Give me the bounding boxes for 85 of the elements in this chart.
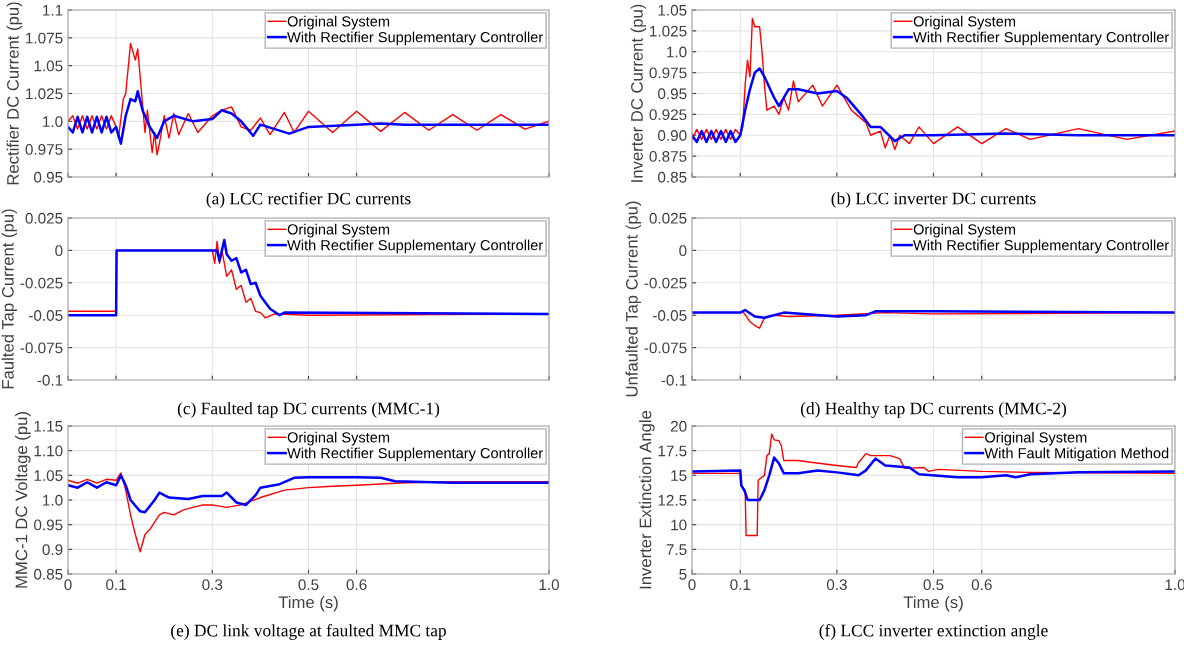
y-tick-label: 1.075	[26, 32, 63, 44]
y-tick-label: 12.5	[658, 494, 687, 506]
y-tick-label: 1.025	[650, 25, 687, 37]
x-tick-label: 0.3	[202, 579, 223, 591]
y-tick-label: 0.975	[25, 144, 63, 155]
y-tick-label: 5	[679, 569, 687, 580]
y-tick-label: 1.1	[43, 5, 63, 16]
y-tick-label: 1.05	[34, 470, 63, 482]
legend-label: Original System	[913, 223, 1016, 238]
y-tick-label: 0.925	[649, 109, 687, 121]
y-tick-label: 17.5	[658, 445, 687, 457]
x-tick-label: 0.5	[298, 579, 319, 591]
legend-label: Original System	[287, 223, 390, 238]
x-tick-label: 0.3	[826, 579, 847, 591]
y-tick-label: -0.05	[653, 310, 687, 321]
y-tick-label: 0.85	[34, 568, 63, 580]
line-series	[692, 17, 1175, 151]
text: (c) Faulted tap DC currents (MMC-1)	[177, 402, 440, 418]
x-tick-label: 0	[688, 579, 696, 591]
y-tick-label: -0.1	[661, 374, 687, 386]
y-tick-label: -0.05	[29, 310, 63, 321]
x-axis-title: Time (s)	[278, 595, 338, 612]
y-tick-label: 0	[55, 245, 63, 257]
line-series	[68, 90, 549, 145]
y-tick-label: 7.5	[666, 544, 687, 556]
x-tick-label: 0.5	[923, 579, 944, 591]
line-series	[68, 474, 549, 514]
y-tick-label: 20	[670, 420, 687, 432]
text: (f) LCC inverter extinction angle	[819, 624, 1048, 640]
x-tick-label: 0	[64, 579, 72, 591]
line-series	[692, 433, 1175, 537]
line-series	[692, 308, 1175, 320]
x-tick-label: 0.6	[971, 579, 992, 591]
y-tick-label: 0.95	[34, 171, 63, 183]
y-tick-label: 1.0	[43, 116, 63, 128]
text: (a) LCC rectifier DC currents	[206, 192, 411, 208]
y-tick-label: 1.025	[26, 88, 63, 100]
y-axis-title: Faulted Tap Current (pu)	[1, 209, 18, 389]
y-tick-label: 1.15	[34, 421, 63, 432]
y-tick-label: 0.025	[649, 212, 687, 224]
y-tick-label: 1.05	[658, 4, 687, 16]
y-tick-label: 0.95	[658, 88, 687, 100]
y-tick-label: 1.05	[34, 60, 63, 72]
y-tick-label: 1.10	[34, 445, 63, 457]
y-axis-title: Unfaulted Tap Current (pu)	[625, 201, 642, 397]
y-tick-label: 0.85	[658, 171, 687, 183]
y-tick-label: -0.075	[20, 342, 63, 354]
text: (d) Healthy tap DC currents (MMC-2)	[800, 402, 1067, 418]
legend-label: With Rectifier Supplementary Controller	[913, 31, 1169, 46]
line-series	[692, 67, 1175, 144]
y-tick-label: 15	[671, 470, 687, 482]
x-tick-label: 0.1	[730, 579, 751, 591]
y-tick-label: -0.025	[20, 277, 63, 289]
x-axis-title: Time (s)	[903, 595, 963, 612]
y-tick-label: 0.875	[649, 150, 687, 162]
y-axis-title: Rectifier DC Current (pu)	[6, 2, 23, 185]
legend-label: Original System	[287, 15, 390, 30]
text: (e) DC link voltage at faulted MMC tap	[171, 624, 446, 640]
legend-label: With Fault Mitigation Method	[984, 447, 1169, 462]
y-tick-label: 0.9	[42, 544, 63, 556]
y-tick-label: 0.025	[25, 212, 63, 224]
legend-label: With Rectifier Supplementary Controller	[287, 447, 543, 462]
y-tick-label: 0.975	[649, 67, 687, 79]
y-tick-label: 0	[679, 245, 687, 257]
y-tick-label: 0.95	[34, 519, 63, 531]
legend-label: With Rectifier Supplementary Controller	[913, 239, 1169, 254]
y-tick-label: -0.025	[644, 277, 687, 289]
y-tick-label: -0.1	[37, 374, 63, 386]
x-tick-label: 1.0	[539, 579, 560, 591]
x-tick-label: 0.6	[346, 579, 367, 591]
legend-label: Original System	[287, 431, 390, 446]
y-tick-label: 1.0	[43, 494, 63, 506]
y-axis-title: MMC-1 DC Voltage (pu)	[15, 412, 31, 588]
legend-label: Original System	[985, 431, 1087, 446]
legend-label: With Rectifier Supplementary Controller	[287, 239, 543, 254]
y-tick-label: 10	[671, 519, 687, 531]
y-tick-label: 0.90	[658, 130, 687, 141]
x-tick-label: 0.1	[106, 579, 126, 591]
y-tick-label: -0.075	[644, 342, 687, 354]
legend-label: With Rectifier Supplementary Controller	[287, 31, 543, 46]
y-axis-title: Inverter Extinction Angle	[639, 410, 655, 589]
text: (b) LCC inverter DC currents	[831, 192, 1036, 208]
legend-label: Original System	[913, 15, 1016, 30]
y-tick-label: 1.0	[667, 46, 687, 58]
y-axis-title: Inverter DC Current (pu)	[630, 4, 647, 182]
